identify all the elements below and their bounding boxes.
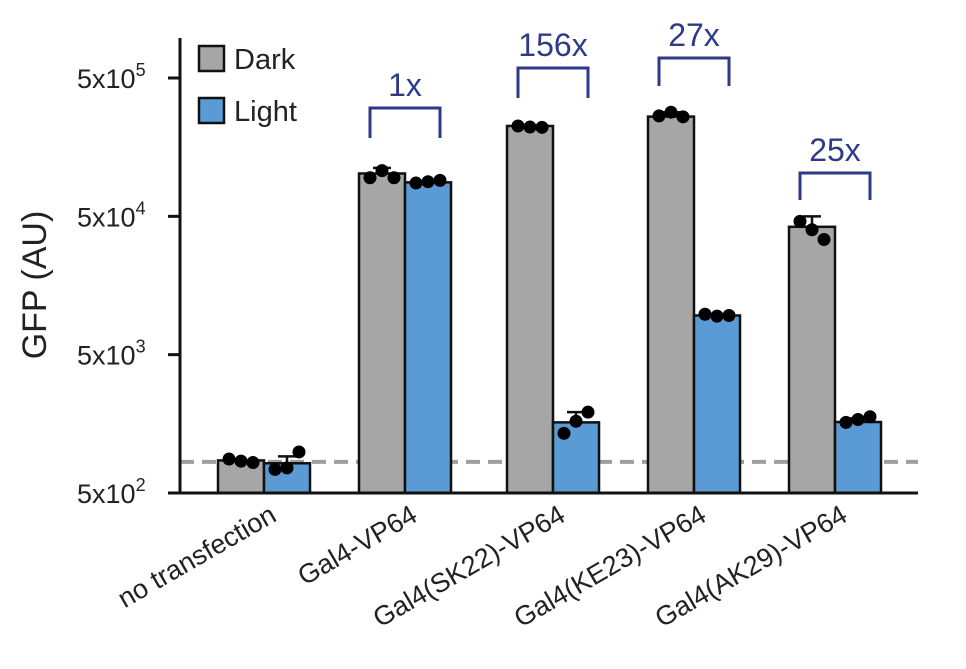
y-tick-label-3: 5x105 bbox=[77, 60, 146, 94]
fold-change-label-1: 156x bbox=[518, 27, 587, 63]
legend-label-light: Light bbox=[234, 96, 297, 128]
data-point-dark-4-0 bbox=[793, 214, 807, 228]
y-axis-label: GFP (AU) bbox=[16, 211, 54, 360]
data-point-dark-2-2 bbox=[535, 120, 549, 134]
data-point-dark-4-1 bbox=[805, 223, 819, 237]
bar-light-1 bbox=[403, 181, 453, 495]
data-point-dark-4-2 bbox=[817, 233, 831, 247]
legend-swatch-light bbox=[197, 96, 226, 125]
fold-change-label-0: 1x bbox=[388, 67, 422, 103]
y-tick-label-0: 5x102 bbox=[77, 475, 146, 509]
points-layer bbox=[222, 105, 877, 476]
data-point-light-2-2 bbox=[581, 405, 595, 419]
data-point-light-0-0 bbox=[268, 462, 282, 476]
data-point-light-4-2 bbox=[863, 410, 877, 424]
fold-bracket-3 bbox=[798, 171, 872, 200]
bar-light-4 bbox=[833, 420, 883, 495]
bar-dark-3 bbox=[646, 115, 696, 495]
data-point-dark-1-1 bbox=[375, 164, 389, 178]
data-point-dark-0-0 bbox=[222, 452, 236, 466]
data-point-dark-3-1 bbox=[664, 105, 678, 119]
bar-dark-1 bbox=[357, 172, 407, 495]
data-point-dark-3-2 bbox=[676, 110, 690, 124]
fold-bracket-1 bbox=[516, 66, 590, 98]
fold-change-layer: 1x 156x 27x 25x bbox=[368, 17, 872, 200]
bars-layer bbox=[216, 110, 883, 495]
bar-light-3 bbox=[692, 314, 742, 495]
data-point-dark-0-2 bbox=[246, 456, 260, 470]
x-tick-label-0: no transfection bbox=[113, 499, 281, 614]
legend-label-dark: Dark bbox=[234, 44, 296, 76]
legend-swatch-dark bbox=[197, 44, 226, 73]
data-point-dark-2-0 bbox=[511, 119, 525, 133]
data-point-light-1-0 bbox=[409, 176, 423, 190]
data-point-dark-1-2 bbox=[387, 171, 401, 185]
fold-change-label-2: 27x bbox=[668, 17, 720, 53]
data-point-light-4-0 bbox=[839, 415, 853, 429]
data-point-light-3-2 bbox=[722, 308, 736, 322]
fold-change-label-3: 25x bbox=[809, 132, 861, 168]
fold-bracket-0 bbox=[368, 106, 442, 138]
y-tick-label-1: 5x103 bbox=[77, 337, 146, 371]
data-point-light-3-0 bbox=[698, 307, 712, 321]
data-point-dark-3-0 bbox=[652, 109, 666, 123]
data-point-light-1-2 bbox=[433, 173, 447, 187]
data-point-light-2-0 bbox=[557, 426, 571, 440]
data-point-light-0-1 bbox=[280, 461, 294, 475]
x-tick-label-1: Gal4-VP64 bbox=[293, 499, 422, 591]
bar-dark-2 bbox=[505, 124, 555, 495]
data-point-light-4-1 bbox=[851, 412, 865, 426]
data-point-dark-0-1 bbox=[234, 454, 248, 468]
data-point-light-1-1 bbox=[421, 175, 435, 189]
data-point-light-0-2 bbox=[292, 445, 306, 459]
legend: Dark Light bbox=[197, 44, 297, 128]
data-point-light-2-1 bbox=[569, 414, 583, 428]
data-point-dark-2-1 bbox=[523, 120, 537, 134]
data-point-light-3-1 bbox=[710, 309, 724, 323]
bar-dark-4 bbox=[787, 225, 837, 495]
fold-bracket-2 bbox=[657, 56, 731, 86]
y-tick-label-2: 5x104 bbox=[77, 198, 146, 232]
data-point-dark-1-0 bbox=[363, 171, 377, 185]
